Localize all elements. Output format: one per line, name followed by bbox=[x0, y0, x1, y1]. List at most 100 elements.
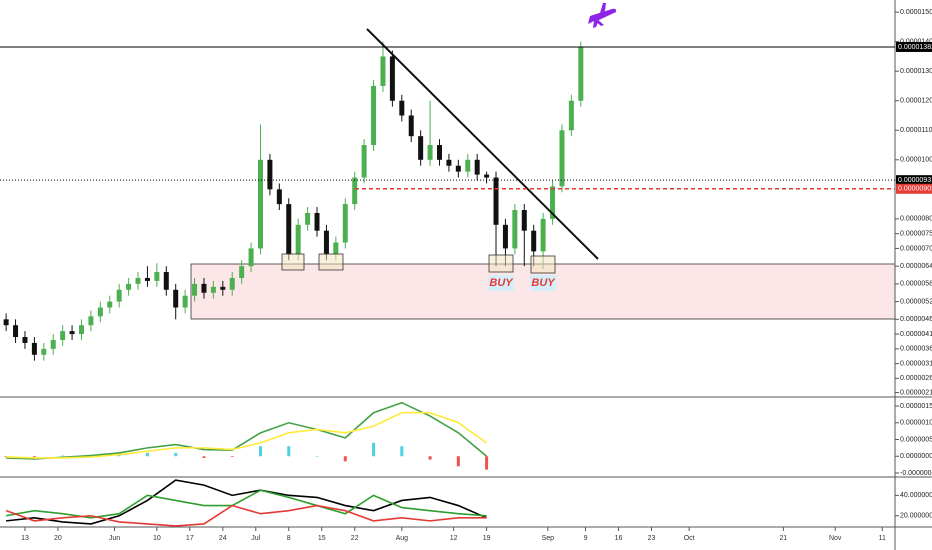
candle-body bbox=[239, 266, 245, 278]
y-tick-label: 0.00000212 bbox=[900, 389, 932, 396]
price-level-badge bbox=[896, 175, 932, 186]
x-tick-label: Nov bbox=[829, 535, 842, 542]
buy-label: BUY bbox=[489, 277, 514, 289]
histogram-bar bbox=[485, 456, 489, 470]
candle-body bbox=[333, 242, 339, 255]
price-level-label: 0.00000902 bbox=[898, 186, 932, 193]
candle-body bbox=[578, 46, 584, 101]
buy-badge bbox=[530, 275, 556, 291]
x-tick-label: 16 bbox=[615, 535, 623, 542]
candle-body bbox=[342, 204, 348, 243]
price-panel bbox=[3, 41, 584, 361]
box bbox=[318, 253, 344, 271]
y-tick-label: 20.000000 bbox=[900, 513, 932, 520]
candle-body bbox=[69, 331, 75, 335]
histogram-bar bbox=[315, 456, 319, 457]
candle-body bbox=[305, 212, 311, 225]
candle-body bbox=[352, 177, 358, 205]
candle-body bbox=[41, 348, 47, 355]
candle-body bbox=[502, 224, 508, 249]
candle-body bbox=[521, 210, 527, 231]
candle-body bbox=[78, 325, 84, 335]
histogram-bar bbox=[428, 456, 432, 460]
candle-body bbox=[97, 307, 103, 317]
histogram-bar bbox=[343, 456, 347, 462]
x-tick-label: Jun bbox=[109, 535, 120, 542]
airplane-icon bbox=[588, 3, 617, 28]
histogram-bar bbox=[117, 454, 121, 457]
highlight-boxes bbox=[281, 253, 556, 274]
candle-body bbox=[267, 159, 273, 190]
buy-badge bbox=[488, 275, 514, 291]
x-tick-label: 21 bbox=[779, 535, 787, 542]
indicator-line bbox=[6, 411, 488, 459]
indicator-line bbox=[5, 489, 487, 519]
candle-body bbox=[163, 272, 169, 290]
y-tick-label: 40.000000 bbox=[900, 492, 932, 499]
box bbox=[488, 254, 514, 273]
y-tick-label: 0.00000000 bbox=[900, 453, 932, 460]
candle-body bbox=[399, 100, 405, 116]
candle-body bbox=[50, 339, 56, 349]
candle-body bbox=[427, 145, 433, 160]
candle-body bbox=[512, 210, 518, 249]
candle-body bbox=[436, 145, 442, 160]
candle-body bbox=[418, 136, 424, 160]
x-tick-label: Aug bbox=[396, 535, 409, 542]
histogram-bar bbox=[400, 446, 404, 457]
candle-body bbox=[484, 174, 490, 178]
x-tick-label: 20 bbox=[54, 535, 62, 542]
candle-body bbox=[135, 277, 141, 284]
candle-body bbox=[31, 342, 37, 355]
candle-body bbox=[22, 337, 28, 343]
histogram-bar bbox=[174, 452, 178, 457]
candle-body bbox=[154, 272, 160, 281]
x-tick-label: 10 bbox=[153, 535, 161, 542]
histogram-bar bbox=[32, 456, 36, 458]
candle-body bbox=[144, 277, 150, 281]
x-tick-label: Oct bbox=[684, 535, 695, 542]
histogram-bar bbox=[202, 456, 206, 458]
x-tick-label: 15 bbox=[318, 535, 326, 542]
candle-body bbox=[408, 115, 414, 137]
candle-body bbox=[314, 212, 320, 231]
x-tick-label: Jul bbox=[251, 535, 260, 542]
candle-body bbox=[116, 289, 122, 302]
box bbox=[530, 255, 556, 274]
candle-body bbox=[295, 224, 301, 255]
candle-body bbox=[380, 56, 386, 86]
candle-body bbox=[220, 286, 226, 290]
candle-body bbox=[323, 230, 329, 255]
candle-body bbox=[361, 145, 367, 178]
histogram-bar bbox=[372, 442, 376, 457]
price-level-badge bbox=[896, 41, 932, 52]
candle-body bbox=[60, 331, 66, 340]
x-tick-label: 8 bbox=[287, 535, 291, 542]
candle-body bbox=[210, 286, 216, 293]
box bbox=[281, 253, 305, 271]
candle-body bbox=[540, 218, 546, 252]
x-tick-label: 9 bbox=[584, 535, 588, 542]
candle-body bbox=[568, 100, 574, 131]
candle-body bbox=[389, 56, 395, 101]
candle-body bbox=[559, 130, 565, 187]
trend-line bbox=[366, 28, 599, 260]
candle-body bbox=[257, 159, 263, 249]
candle-body bbox=[13, 325, 19, 338]
histogram-bar bbox=[456, 456, 460, 467]
buy-label: BUY bbox=[531, 277, 556, 289]
candle-body bbox=[201, 283, 207, 293]
